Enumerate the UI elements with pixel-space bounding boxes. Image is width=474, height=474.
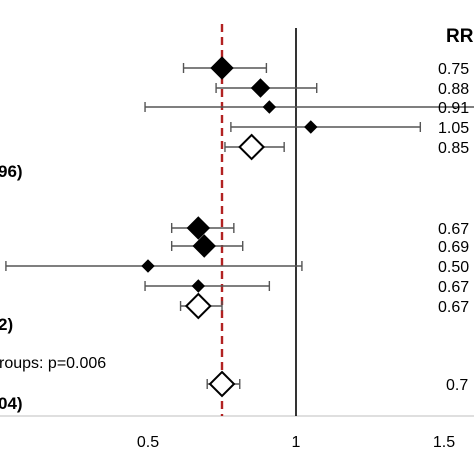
x-tick-labels: 0.5 1 1.5	[137, 434, 455, 451]
overall-total-label: 04)	[0, 394, 23, 413]
forest-row: 0.91	[144, 100, 474, 117]
rr-value-label: 0.7	[446, 377, 468, 394]
rr-value-label: 0.88	[438, 81, 469, 98]
x-tick-label: 0.5	[137, 434, 159, 451]
forest-row: 0.7	[206, 370, 468, 398]
forest-row: 0.67	[144, 279, 469, 296]
study-estimate-marker	[191, 279, 206, 293]
subgroup-2-total-label: 2)	[0, 315, 13, 334]
forest-row: 0.50	[5, 259, 469, 276]
study-estimate-marker	[250, 78, 271, 98]
forest-row: 0.67	[179, 292, 469, 320]
rr-value-label: 0.67	[438, 221, 469, 238]
study-estimate-marker	[141, 259, 155, 273]
rr-value-label: 0.75	[438, 61, 469, 78]
pooled-estimate-diamond	[184, 292, 212, 320]
study-estimate-marker	[186, 216, 211, 240]
forest-row: 1.05	[230, 120, 469, 137]
rr-value-label: 0.67	[438, 299, 469, 316]
forest-row: 0.88	[215, 78, 469, 98]
forest-row: 0.69	[170, 234, 469, 258]
forest-row: 0.67	[170, 216, 469, 240]
rr-column-header: RR	[446, 26, 474, 47]
rr-value-label: 1.05	[438, 120, 469, 137]
subgroup-1-total-label: 96)	[0, 162, 23, 181]
x-tick-label: 1.5	[433, 434, 455, 451]
forest-row: 0.85	[224, 133, 469, 161]
x-tick-label: 1	[292, 434, 301, 451]
rr-value-label: 0.50	[438, 259, 469, 276]
study-estimate-marker	[262, 100, 277, 114]
study-estimate-marker	[304, 120, 318, 134]
pooled-estimate-diamond	[238, 133, 266, 161]
forest-row: 0.75	[182, 56, 469, 80]
rr-value-label: 0.85	[438, 140, 469, 157]
rr-value-label: 0.67	[438, 279, 469, 296]
rr-value-label: 0.91	[438, 100, 469, 117]
rr-value-label: 0.69	[438, 239, 469, 256]
study-estimate-marker	[210, 56, 234, 80]
subgroup-difference-test-label: roups: p=0.006	[0, 355, 106, 372]
pooled-estimate-diamond	[208, 370, 236, 398]
study-estimate-marker	[192, 234, 216, 258]
study-rows: 0.750.880.911.050.850.670.690.500.670.67…	[5, 56, 474, 398]
